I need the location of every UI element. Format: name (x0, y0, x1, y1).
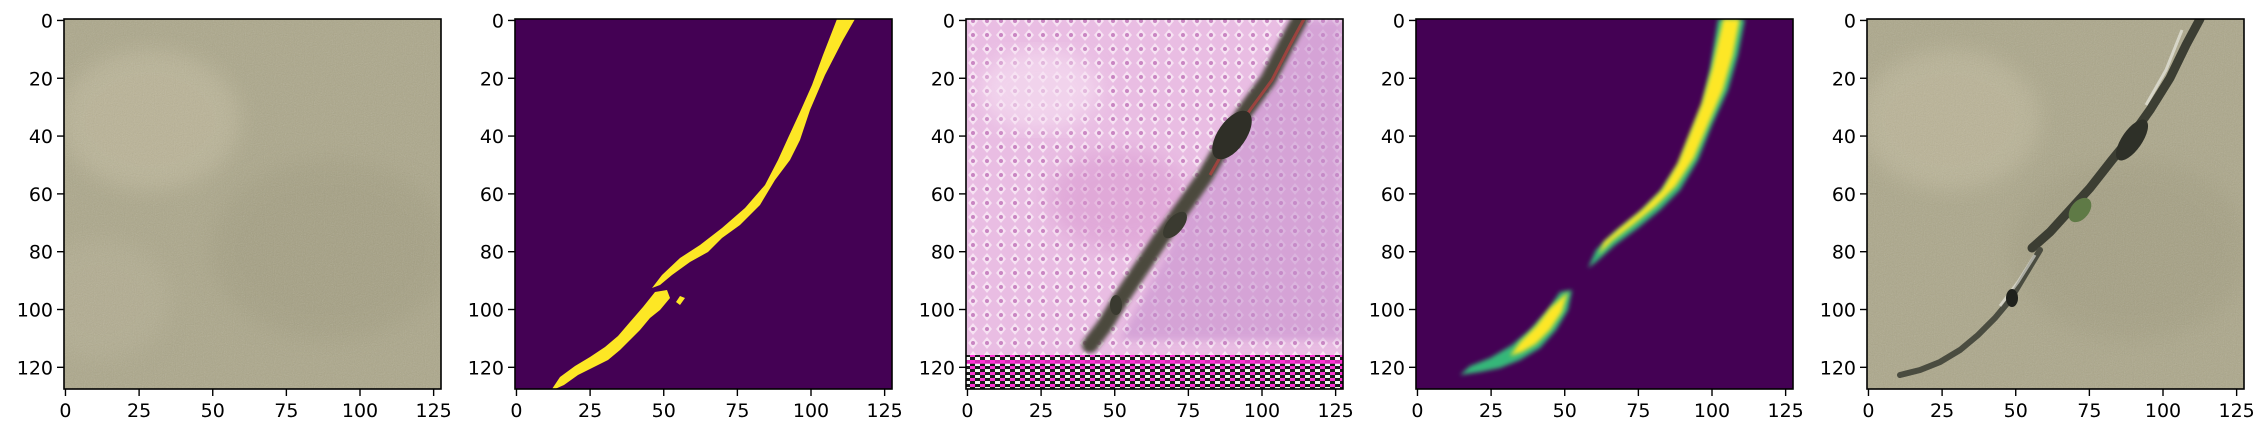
axes-frame (63, 18, 442, 390)
y-tick-label: 0 (41, 10, 53, 32)
x-tick-label: 75 (274, 400, 298, 422)
axes-panel-4: 0 25 50 75 100 125 0 20 40 60 80 100 120 (1369, 10, 1804, 422)
x-tick-label: 25 (127, 400, 151, 422)
y-tick-label: 20 (1381, 68, 1405, 90)
mask-background (1416, 19, 1793, 389)
x-tick-label: 75 (725, 400, 749, 422)
x-tick-label: 0 (961, 400, 973, 422)
y-tick-label: 40 (1381, 126, 1405, 148)
x-tick-label: 100 (342, 400, 378, 422)
x-tick-label: 0 (59, 400, 71, 422)
y-tick-label: 40 (931, 126, 955, 148)
y-tick-label: 20 (931, 68, 955, 90)
y-tick-label: 0 (492, 10, 504, 32)
y-tick-label: 100 (17, 300, 53, 322)
panel-generated-image (966, 19, 1343, 389)
x-tick-label: 125 (1768, 400, 1804, 422)
panel-overlay-image (1867, 19, 2244, 389)
axes-panel-3: 0 25 50 75 100 125 0 20 40 60 80 100 120 (919, 10, 1354, 422)
x-tick-label: 75 (1626, 400, 1650, 422)
x-tick-label: 125 (2219, 400, 2255, 422)
x-tick-label: 0 (1862, 400, 1874, 422)
x-tick-label: 75 (1176, 400, 1200, 422)
axes-frame (514, 18, 893, 390)
x-tick-label: 125 (867, 400, 903, 422)
x-tick-label: 25 (578, 400, 602, 422)
y-tick-label: 120 (17, 357, 53, 379)
x-tick-label: 75 (2077, 400, 2101, 422)
y-tick-label: 60 (480, 184, 504, 206)
x-tick-label: 100 (793, 400, 829, 422)
axes-frame (1866, 18, 2245, 390)
y-tick-label: 120 (1369, 357, 1405, 379)
x-tick-label: 25 (1930, 400, 1954, 422)
y-tick-label: 40 (1832, 126, 1856, 148)
y-tick-label: 100 (1820, 300, 1856, 322)
axes-panel-2: 0 25 50 75 100 125 0 20 40 60 80 100 120 (468, 10, 903, 422)
x-tick-label: 100 (2145, 400, 2181, 422)
y-tick-label: 80 (931, 242, 955, 264)
y-tick-label: 100 (468, 300, 504, 322)
x-tick-label: 0 (1411, 400, 1423, 422)
y-tick-label: 120 (919, 357, 955, 379)
axes-frame (1415, 18, 1794, 390)
y-tick-label: 100 (1369, 300, 1405, 322)
x-tick-label: 100 (1694, 400, 1730, 422)
panel-input-image (64, 19, 441, 389)
x-tick-label: 50 (652, 400, 676, 422)
y-tick-label: 100 (919, 300, 955, 322)
x-tick-label: 50 (201, 400, 225, 422)
y-tick-label: 60 (1381, 184, 1405, 206)
x-tick-label: 25 (1029, 400, 1053, 422)
y-tick-label: 20 (480, 68, 504, 90)
axes-layer: 0 25 50 75 100 125 0 20 40 60 80 100 120 0 25 50 75 100 12… (17, 10, 2255, 422)
y-tick-label: 20 (29, 68, 53, 90)
axes-panel-5: 0 25 50 75 100 125 0 20 40 60 80 100 120 (1820, 10, 2255, 422)
y-tick-label: 20 (1832, 68, 1856, 90)
axes-frame (965, 18, 1344, 390)
x-tick-label: 125 (416, 400, 452, 422)
panel-predicted-mask (1416, 19, 1793, 389)
x-tick-label: 100 (1244, 400, 1280, 422)
x-tick-label: 50 (1103, 400, 1127, 422)
y-tick-label: 60 (29, 184, 53, 206)
y-tick-label: 60 (931, 184, 955, 206)
y-tick-label: 40 (29, 126, 53, 148)
y-tick-label: 80 (480, 242, 504, 264)
y-tick-label: 120 (1820, 357, 1856, 379)
panel-ground-truth-mask (515, 19, 892, 389)
y-tick-label: 120 (468, 357, 504, 379)
crack-region (652, 19, 855, 288)
y-tick-label: 80 (1381, 242, 1405, 264)
y-tick-label: 0 (943, 10, 955, 32)
y-tick-label: 60 (1832, 184, 1856, 206)
x-tick-label: 0 (510, 400, 522, 422)
axes-panel-1: 0 25 50 75 100 125 0 20 40 60 80 100 120 (17, 10, 452, 422)
y-tick-label: 40 (480, 126, 504, 148)
x-tick-label: 125 (1318, 400, 1354, 422)
y-tick-label: 0 (1393, 10, 1405, 32)
y-tick-label: 80 (29, 242, 53, 264)
x-tick-label: 50 (1553, 400, 1577, 422)
mask-background (515, 19, 892, 389)
x-tick-label: 25 (1479, 400, 1503, 422)
y-tick-label: 80 (1832, 242, 1856, 264)
x-tick-label: 50 (2004, 400, 2028, 422)
y-tick-label: 0 (1844, 10, 1856, 32)
